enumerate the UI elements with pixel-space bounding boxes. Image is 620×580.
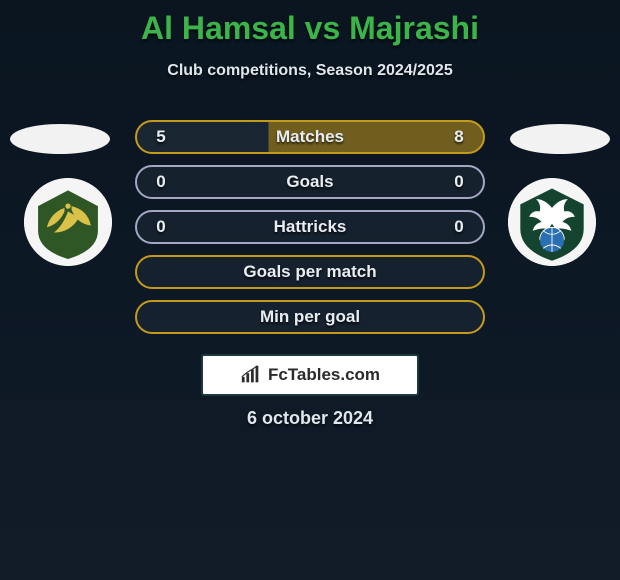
stat-label: Matches: [137, 127, 483, 147]
club-badge-right: [508, 178, 596, 266]
stat-value-left: 0: [151, 172, 171, 192]
date-text: 6 october 2024: [0, 408, 620, 429]
stat-pill-hattricks: 0 Hattricks 0: [135, 210, 485, 244]
player-photo-right: [510, 124, 610, 154]
stat-value-right: 0: [449, 172, 469, 192]
stats-pill-list: 5 Matches 8 0 Goals 0 0 Hattricks 0 Goal…: [135, 120, 485, 334]
stat-value-right: 0: [449, 217, 469, 237]
stat-pill-mpg: Min per goal: [135, 300, 485, 334]
watermark-text: FcTables.com: [268, 365, 380, 385]
player-photo-left: [10, 124, 110, 154]
club-crest-left-icon: [24, 178, 112, 266]
stat-pill-matches: 5 Matches 8: [135, 120, 485, 154]
club-badge-left: [24, 178, 112, 266]
stat-pill-gpm: Goals per match: [135, 255, 485, 289]
stat-value-left: 5: [151, 127, 171, 147]
club-crest-right-icon: [508, 178, 596, 266]
stat-label: Goals per match: [137, 262, 483, 282]
stat-label: Hattricks: [137, 217, 483, 237]
stat-label: Goals: [137, 172, 483, 192]
watermark-box: FcTables.com: [201, 354, 419, 396]
subtitle: Club competitions, Season 2024/2025: [0, 62, 620, 80]
stat-value-left: 0: [151, 217, 171, 237]
page-title: Al Hamsal vs Majrashi: [0, 10, 620, 47]
stat-value-right: 8: [449, 127, 469, 147]
bar-chart-icon: [240, 364, 262, 386]
stat-label: Min per goal: [137, 307, 483, 327]
stat-pill-goals: 0 Goals 0: [135, 165, 485, 199]
